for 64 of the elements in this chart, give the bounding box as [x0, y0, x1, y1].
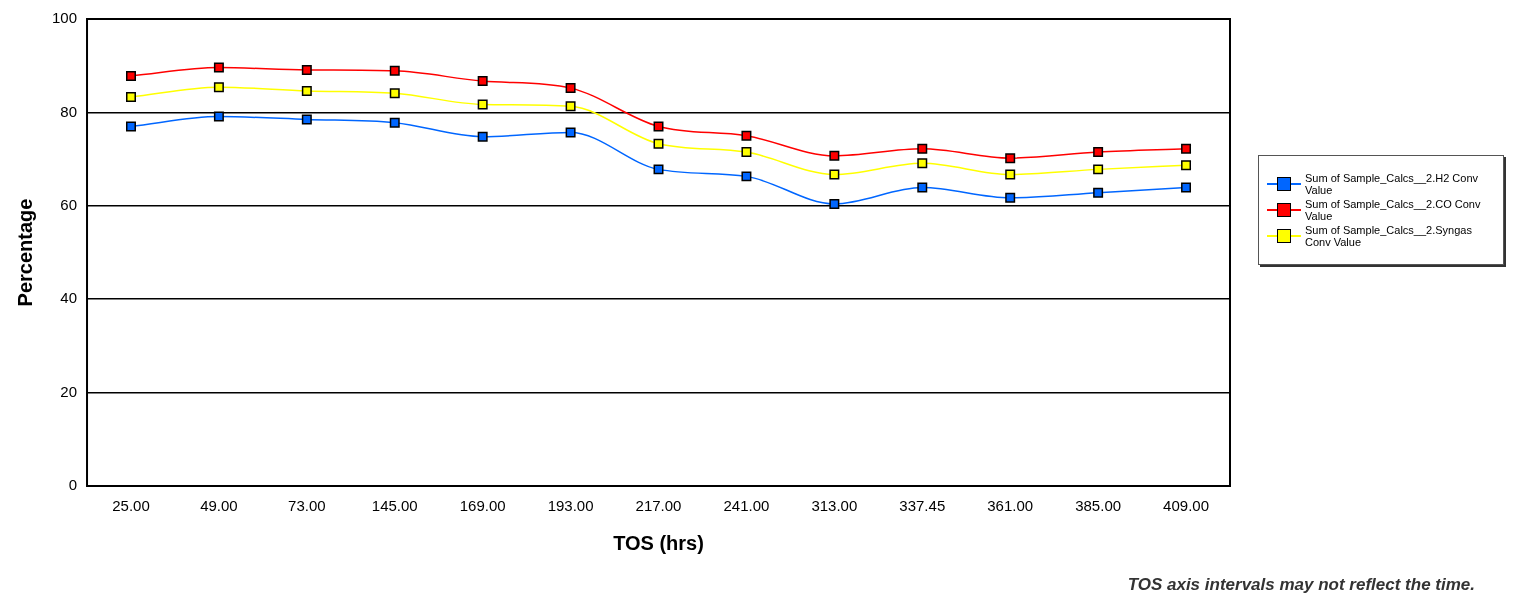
x-tick-label: 49.00	[200, 497, 238, 515]
point	[1005, 192, 1016, 203]
point	[1093, 164, 1104, 175]
point	[653, 164, 664, 175]
text: TOS axis intervals may not reflect the time.	[1127, 575, 1475, 595]
point	[741, 171, 752, 182]
point	[829, 169, 840, 180]
point	[565, 127, 576, 138]
point	[565, 83, 576, 94]
x-tick-label: 217.00	[635, 497, 682, 515]
point	[213, 62, 224, 73]
x-tick-label: 385.00	[1075, 497, 1122, 515]
point	[213, 82, 224, 93]
point	[126, 70, 136, 81]
x-tick-label: 409.00	[1163, 497, 1209, 515]
point	[1181, 143, 1192, 154]
point	[126, 121, 136, 132]
point	[477, 99, 488, 110]
point	[301, 64, 312, 75]
point	[1093, 187, 1104, 198]
point	[301, 114, 312, 125]
x-axis-title: TOS (hrs)	[613, 531, 704, 554]
y-tick-label: 40	[60, 289, 78, 307]
point	[477, 76, 488, 87]
x-tick-label: 337.45	[899, 497, 946, 515]
point	[301, 85, 312, 96]
x-tick-label: 313.00	[811, 497, 858, 515]
point	[829, 150, 840, 161]
point	[1181, 182, 1192, 193]
legend-label: Sum of Sample_Calcs__2.H2 Conv Value	[1305, 172, 1480, 196]
point	[653, 121, 664, 132]
point	[565, 101, 576, 112]
point	[1005, 169, 1016, 180]
point	[1005, 153, 1016, 164]
point	[213, 111, 224, 122]
y-tick-label: 20	[60, 382, 78, 400]
point	[917, 143, 928, 154]
y-axis-title: Percentage	[13, 198, 36, 307]
x-tick-label: 73.00	[288, 497, 326, 515]
x-tick-label: 193.00	[547, 497, 594, 515]
point	[741, 147, 752, 158]
point	[829, 198, 840, 209]
point	[389, 88, 400, 99]
x-tick-label: 361.00	[987, 497, 1034, 515]
y-tick-label: 100	[52, 9, 78, 27]
point	[1181, 160, 1192, 171]
x-tick-label: 25.00	[112, 497, 150, 515]
point	[477, 131, 488, 142]
x-tick-label: 145.00	[371, 497, 418, 515]
point	[389, 65, 400, 76]
y-tick-label: 60	[60, 195, 78, 213]
y-tick-label: 80	[60, 102, 78, 120]
y-tick-label: 0	[68, 476, 78, 494]
legend-label: Sum of Sample_Calcs__2.Syngas Conv Value	[1305, 224, 1473, 248]
point	[1093, 147, 1104, 158]
point	[126, 92, 136, 102]
x-tick-label: 241.00	[723, 497, 770, 515]
legend-label: Sum of Sample_Calcs__2.CO Conv Value	[1305, 198, 1482, 222]
point	[389, 117, 400, 128]
point	[741, 130, 752, 141]
point	[917, 158, 928, 169]
x-tick-label: 169.00	[459, 497, 506, 515]
point	[917, 182, 928, 193]
point	[653, 138, 664, 149]
